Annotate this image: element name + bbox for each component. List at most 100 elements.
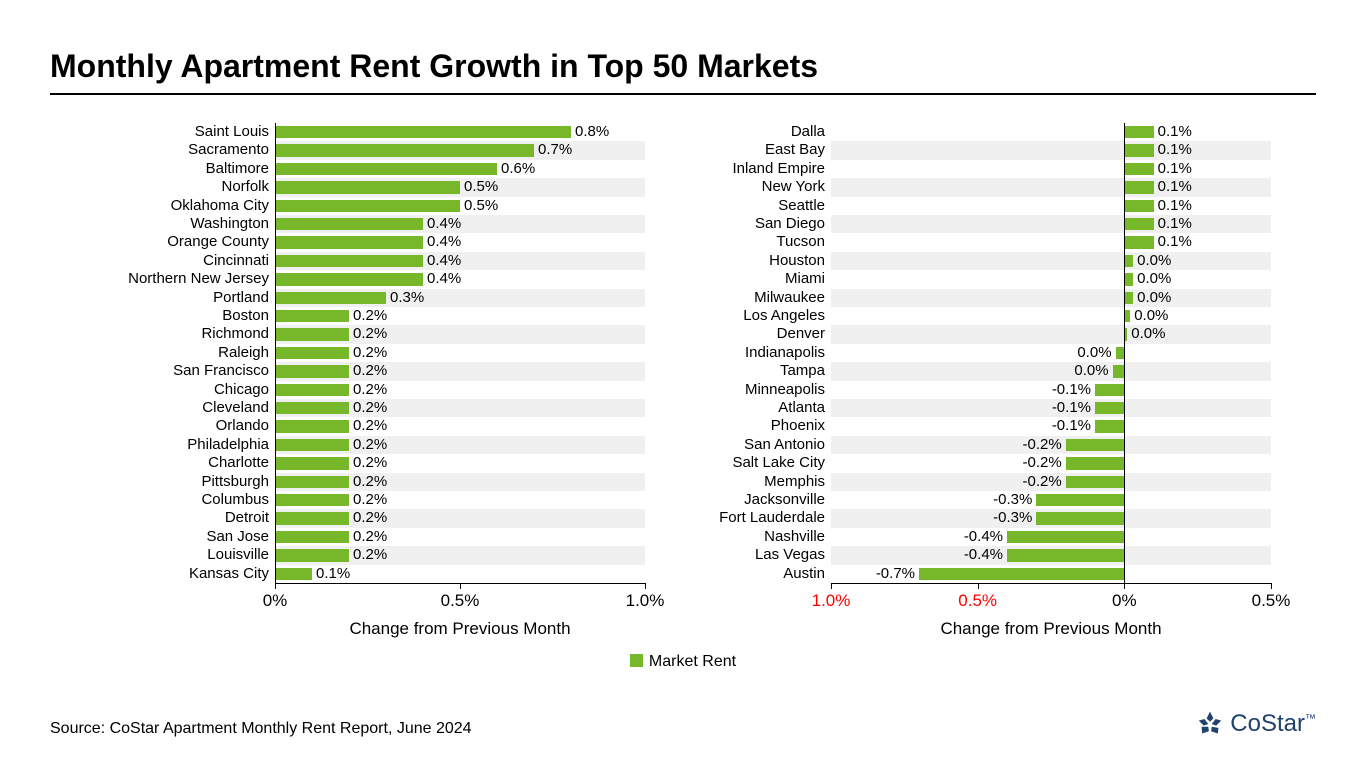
bar (1124, 181, 1153, 194)
category-label: Oklahoma City (95, 197, 269, 215)
x-tick-label: 1.0% (626, 591, 665, 611)
category-label: Fort Lauderdale (681, 509, 825, 527)
category-label: Dalla (681, 123, 825, 141)
bar (1036, 512, 1124, 525)
value-label: 0.2% (353, 509, 387, 527)
bar (275, 512, 349, 525)
x-tick-mark (275, 583, 276, 589)
value-label: 0.1% (1158, 178, 1192, 196)
category-label: Orlando (95, 417, 269, 435)
value-label: 0.0% (1074, 362, 1108, 380)
category-label: Phoenix (681, 417, 825, 435)
bar (1124, 273, 1133, 286)
category-label: Houston (681, 252, 825, 270)
category-label: Tucson (681, 233, 825, 251)
value-label: 0.1% (1158, 160, 1192, 178)
chart-container: Monthly Apartment Rent Growth in Top 50 … (0, 0, 1366, 768)
category-label: Minneapolis (681, 381, 825, 399)
brand-name: CoStar (1230, 710, 1305, 737)
category-label: Cleveland (95, 399, 269, 417)
x-tick-label: 0.5% (958, 591, 997, 611)
category-label: Chicago (95, 381, 269, 399)
category-label: Indianapolis (681, 344, 825, 362)
bar (275, 328, 349, 341)
category-label: Miami (681, 270, 825, 288)
charts-row: Saint Louis0.8%Sacramento0.7%Baltimore0.… (50, 123, 1316, 639)
category-label: Tampa (681, 362, 825, 380)
bar (275, 200, 460, 213)
bar (275, 384, 349, 397)
x-axis-label: Change from Previous Month (275, 619, 645, 639)
bar (1095, 384, 1124, 397)
category-label: San Francisco (95, 362, 269, 380)
bar (1124, 163, 1153, 176)
value-label: 0.1% (1158, 215, 1192, 233)
bar (275, 476, 349, 489)
x-tick-mark (1124, 583, 1125, 589)
value-label: 0.2% (353, 454, 387, 472)
x-tick-label: 0.5% (1252, 591, 1291, 611)
value-label: -0.4% (964, 528, 1003, 546)
value-label: 0.1% (1158, 197, 1192, 215)
x-axis-line (831, 583, 1271, 584)
value-label: -0.1% (1052, 381, 1091, 399)
category-label: Saint Louis (95, 123, 269, 141)
category-label: Memphis (681, 473, 825, 491)
bar (1124, 126, 1153, 139)
bar (275, 273, 423, 286)
category-label: Inland Empire (681, 160, 825, 178)
x-tick-mark (460, 583, 461, 589)
value-label: 0.5% (464, 197, 498, 215)
category-label: Philadelphia (95, 436, 269, 454)
bar (275, 402, 349, 415)
value-label: 0.2% (353, 417, 387, 435)
x-tick-label: 0% (263, 591, 288, 611)
bar (275, 310, 349, 323)
page-title: Monthly Apartment Rent Growth in Top 50 … (50, 48, 1316, 95)
category-label: San Diego (681, 215, 825, 233)
value-label: 0.0% (1077, 344, 1111, 362)
category-label: Boston (95, 307, 269, 325)
x-tick-mark (1271, 583, 1272, 589)
category-label: Pittsburgh (95, 473, 269, 491)
category-label: Nashville (681, 528, 825, 546)
category-label: San Jose (95, 528, 269, 546)
x-tick-label: 1.0% (812, 591, 851, 611)
bar (1007, 531, 1124, 544)
bar (1124, 144, 1153, 157)
category-label: Denver (681, 325, 825, 343)
legend: Market Rent (50, 653, 1316, 671)
x-axis-label: Change from Previous Month (831, 619, 1271, 639)
bar (275, 365, 349, 378)
plot-area: Dalla0.1%East Bay0.1%Inland Empire0.1%Ne… (831, 123, 1271, 583)
x-tick-mark (645, 583, 646, 589)
value-label: 0.0% (1137, 289, 1171, 307)
category-label: Cincinnati (95, 252, 269, 270)
x-tick-mark (978, 583, 979, 589)
row-stripe (831, 215, 1271, 233)
bar (1066, 476, 1125, 489)
category-label: Louisville (95, 546, 269, 564)
category-label: Salt Lake City (681, 454, 825, 472)
value-label: -0.3% (993, 491, 1032, 509)
bar (275, 549, 349, 562)
legend-label: Market Rent (649, 653, 736, 670)
value-label: -0.2% (1022, 454, 1061, 472)
value-label: 0.2% (353, 325, 387, 343)
category-label: Orange County (95, 233, 269, 251)
row-stripe (831, 178, 1271, 196)
bar (275, 255, 423, 268)
row-stripe (831, 289, 1271, 307)
category-label: Las Vegas (681, 546, 825, 564)
category-label: Kansas City (95, 565, 269, 583)
value-label: 0.2% (353, 436, 387, 454)
value-label: -0.1% (1052, 417, 1091, 435)
bar (1124, 255, 1133, 268)
bar (1124, 292, 1133, 305)
value-label: 0.0% (1134, 307, 1168, 325)
category-label: Los Angeles (681, 307, 825, 325)
row-stripe (831, 252, 1271, 270)
category-label: Atlanta (681, 399, 825, 417)
category-label: East Bay (681, 141, 825, 159)
trademark-icon: ™ (1305, 713, 1316, 725)
